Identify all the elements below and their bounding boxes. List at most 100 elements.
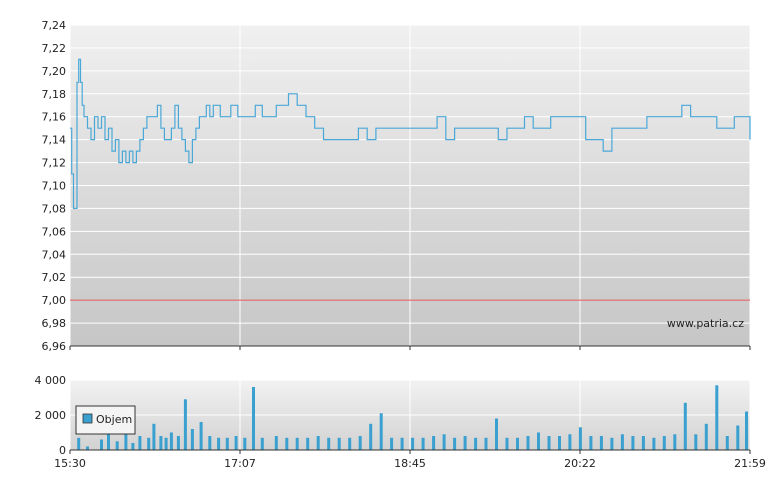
volume-bar [599, 436, 603, 450]
volume-bar [736, 425, 740, 450]
volume-chart: 4 000 2 000 0 15:30 17:07 18:45 20:22 21:59 Ob… [35, 374, 766, 470]
volume-bar [400, 437, 404, 451]
volume-bar [260, 437, 264, 451]
volume-bar [234, 436, 238, 450]
volume-bar [547, 436, 551, 450]
volume-bar [285, 437, 289, 451]
price-y-tick-label: 6,96 [42, 340, 67, 353]
price-y-tick-label: 7,04 [42, 248, 67, 261]
volume-bar [379, 413, 383, 451]
volume-legend: Objem [75, 405, 136, 435]
volume-bar [77, 437, 81, 451]
volume-bar [252, 387, 255, 450]
volume-bar [411, 437, 415, 451]
volume-bar [208, 436, 212, 450]
price-chart: 7,24 7,22 7,20 7,18 7,16 7,14 7,12 7,10 7,08 7,06… [42, 19, 751, 353]
volume-bar [295, 437, 299, 451]
volume-y-tick-label: 2 000 [35, 409, 67, 422]
volume-bar [474, 437, 478, 451]
volume-x-tick-label: 21:59 [734, 457, 766, 470]
price-y-tick-label: 7,10 [42, 180, 67, 193]
volume-bar [715, 385, 719, 451]
volume-bar [745, 411, 748, 450]
volume-y-tick-label: 0 [59, 444, 66, 457]
price-y-tick-label: 7,16 [42, 111, 67, 124]
volume-bar [306, 437, 310, 451]
price-y-tick-label: 7,20 [42, 65, 67, 78]
volume-x-tick-label: 20:22 [564, 457, 596, 470]
volume-x-tick-label: 18:45 [394, 457, 426, 470]
volume-bar [442, 434, 446, 451]
volume-bar [704, 423, 708, 451]
volume-bars [77, 385, 748, 451]
price-y-tick-label: 7,08 [42, 202, 67, 215]
volume-bar [453, 437, 457, 451]
volume-bar [86, 446, 89, 450]
price-y-axis: 7,24 7,22 7,20 7,18 7,16 7,14 7,12 7,10 7,08 7,06… [42, 19, 67, 353]
legend-label: Objem [96, 413, 132, 426]
volume-bar [516, 437, 519, 451]
volume-bar [620, 434, 624, 451]
volume-y-axis: 4 000 2 000 0 [35, 374, 67, 457]
volume-bar [348, 437, 352, 451]
volume-bar [243, 437, 247, 451]
volume-bar [369, 423, 373, 451]
price-y-tick-label: 7,06 [42, 225, 67, 238]
price-y-tick-label: 6,98 [42, 317, 67, 330]
volume-bar [199, 422, 203, 450]
price-y-tick-label: 7,24 [42, 19, 67, 32]
price-y-tick-label: 7,22 [42, 42, 67, 55]
volume-bar [100, 439, 103, 450]
volume-bar [652, 437, 656, 451]
volume-bar [316, 436, 320, 450]
volume-bar [327, 437, 331, 451]
volume-bar [463, 436, 467, 450]
volume-bar [484, 437, 488, 451]
volume-bar [432, 436, 436, 450]
volume-bar [107, 429, 110, 450]
volume-x-tick-label: 17:07 [224, 457, 256, 470]
volume-bar [337, 437, 341, 451]
volume-bar [124, 434, 128, 451]
volume-bar [631, 436, 635, 450]
volume-bar [495, 418, 498, 450]
price-y-tick-label: 7,12 [42, 157, 67, 170]
price-y-tick-label: 7,14 [42, 134, 67, 147]
price-y-tick-label: 7,00 [42, 294, 67, 307]
watermark-text: www.patria.cz [667, 317, 744, 330]
volume-x-tick-label: 15:30 [54, 457, 86, 470]
volume-bar [152, 423, 156, 451]
volume-bar [190, 429, 194, 450]
volume-bar [169, 432, 173, 450]
volume-bar [164, 437, 168, 451]
volume-bar [683, 402, 687, 451]
volume-bar [725, 436, 729, 450]
volume-bar [662, 436, 666, 450]
price-line [70, 58, 751, 209]
legend-swatch [82, 413, 93, 424]
volume-bar [159, 436, 163, 450]
volume-bar [673, 434, 677, 451]
volume-bar [390, 437, 394, 451]
volume-bar [526, 436, 530, 450]
volume-bar [641, 436, 645, 450]
volume-bar [589, 436, 593, 450]
volume-bar [694, 434, 698, 451]
volume-y-tick-label: 4 000 [35, 374, 67, 387]
volume-bar [358, 436, 362, 450]
volume-bar [421, 437, 425, 451]
volume-bar [568, 434, 572, 451]
volume-bar [131, 443, 135, 450]
volume-x-axis: 15:30 17:07 18:45 20:22 21:59 [54, 449, 766, 470]
volume-bar [505, 437, 509, 451]
volume-bar [138, 436, 142, 450]
volume-bar [147, 437, 151, 451]
price-y-tick-label: 7,18 [42, 88, 67, 101]
volume-bar [578, 427, 582, 451]
volume-bar [274, 436, 278, 450]
price-x-axis [69, 345, 751, 350]
volume-bar [183, 399, 187, 451]
volume-bar [537, 432, 540, 450]
volume-bar [225, 437, 229, 451]
